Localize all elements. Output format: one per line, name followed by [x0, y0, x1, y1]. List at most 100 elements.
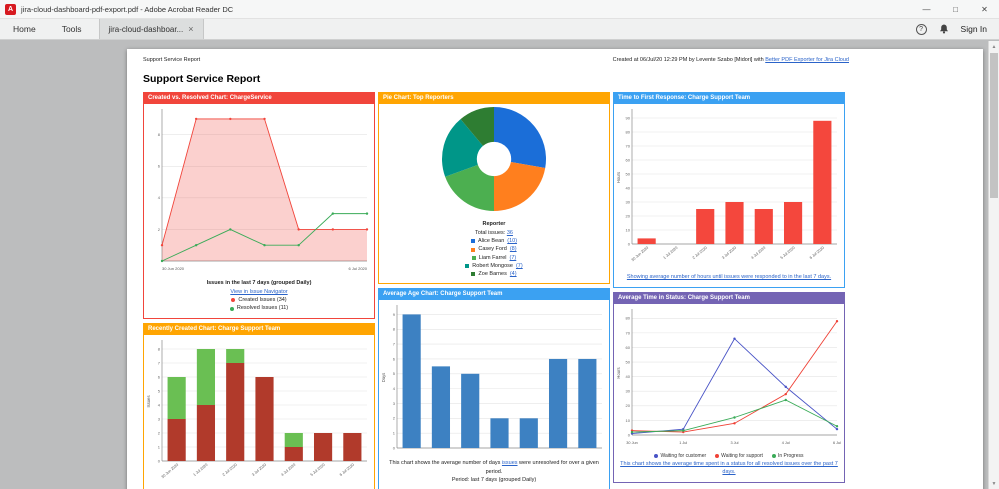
svg-text:1: 1: [158, 444, 161, 449]
column-1: Created vs. Resolved Chart: ChargeServic…: [143, 92, 375, 489]
svg-text:Hours: Hours: [616, 172, 621, 183]
reporter-count-link[interactable]: (7): [515, 262, 523, 269]
time-to-first-response-chart: 0 10 20 30 40 50 60 70 80 90 Hours 30 Jun 2020 1 Jul…: [616, 106, 842, 273]
minimize-button[interactable]: —: [922, 4, 931, 14]
svg-text:90: 90: [626, 116, 631, 121]
svg-text:20: 20: [626, 403, 631, 408]
column-2: Pie Chart: Top Reporters Reporter Total …: [378, 92, 610, 489]
running-header-right: Created at 06/Jul/20 12:29 PM by Levente…: [612, 57, 849, 63]
top-reporters-pie-chart: [381, 106, 607, 217]
resolved-issues-color-dot: [229, 306, 234, 311]
svg-text:6: 6: [393, 357, 396, 362]
svg-text:4 Jul 2020: 4 Jul 2020: [280, 462, 296, 476]
notifications-bell-icon[interactable]: [938, 23, 950, 35]
svg-text:Issues: Issues: [146, 395, 151, 407]
svg-text:40: 40: [626, 374, 631, 379]
sign-in-button[interactable]: Sign In: [960, 24, 987, 34]
acrobat-app-icon: A: [5, 3, 16, 15]
svg-text:Hours: Hours: [616, 367, 621, 378]
svg-text:3 Jul: 3 Jul: [730, 441, 738, 445]
svg-text:70: 70: [626, 144, 631, 149]
created-issues-color-dot: [231, 298, 236, 303]
scroll-up-button[interactable]: ▲: [991, 43, 997, 50]
reporter-count-link[interactable]: (4): [509, 271, 517, 278]
svg-text:6 Jul 2020: 6 Jul 2020: [349, 266, 368, 271]
legend-item-created-issues: Created Issues (34): [146, 296, 372, 304]
svg-text:6 Jul 2020: 6 Jul 2020: [339, 462, 355, 476]
vertical-scrollbar[interactable]: ▲ ▼: [988, 41, 999, 489]
svg-text:2: 2: [158, 430, 161, 435]
legend-color-swatch: [465, 264, 470, 269]
tab-bar: Home Tools jira-cloud-dashboar... × ? Si…: [0, 19, 999, 40]
svg-text:3 Jul 2020: 3 Jul 2020: [251, 462, 267, 476]
svg-text:5 Jul 2020: 5 Jul 2020: [780, 246, 796, 260]
in-progress-color-dot: [771, 453, 776, 458]
panel-header-recently-created: Recently Created Chart: Charge Support T…: [144, 323, 374, 335]
svg-text:0: 0: [393, 446, 396, 451]
document-tab-label: jira-cloud-dashboar...: [108, 24, 184, 34]
dashboard-grid: Created vs. Resolved Chart: ChargeServic…: [143, 92, 983, 489]
svg-text:5: 5: [158, 388, 161, 393]
svg-text:9: 9: [393, 312, 396, 317]
svg-text:0: 0: [158, 458, 161, 463]
status-legend: Waiting for customer Waiting for support…: [616, 453, 842, 459]
svg-text:30 Jun 2020: 30 Jun 2020: [162, 266, 185, 271]
svg-text:1: 1: [393, 431, 396, 436]
pie-legend-item: Alice Bean (10): [381, 237, 607, 245]
svg-text:20: 20: [626, 214, 631, 219]
issues-link[interactable]: issues: [501, 460, 518, 467]
svg-text:4 Jul: 4 Jul: [782, 441, 790, 445]
pie-legend-item: Casey Ford (8): [381, 245, 607, 253]
document-viewport: Support Service Report Created at 06/Jul…: [0, 41, 999, 489]
svg-text:60: 60: [626, 345, 631, 350]
tab-home[interactable]: Home: [13, 24, 36, 34]
svg-text:70: 70: [626, 330, 631, 335]
svg-text:4: 4: [158, 402, 161, 407]
close-tab-icon[interactable]: ×: [188, 24, 194, 34]
reporter-count-link[interactable]: (8): [509, 246, 517, 253]
page-title: Support Service Report: [143, 73, 261, 86]
average-age-chart: 0 1 2 3 4 5 6 7 8 9 Days: [381, 302, 607, 459]
average-time-in-status-chart: 0 10 20 30 40 50 60 70 80 Hours 30 Jun 1 Jul 3 Jul 4 …: [616, 306, 842, 451]
exporter-link[interactable]: Better PDF Exporter for Jira Cloud: [765, 57, 849, 63]
average-age-period: Period: last 7 days (grouped Daily): [451, 477, 537, 484]
tab-tools[interactable]: Tools: [61, 24, 82, 34]
svg-text:2 Jul 2020: 2 Jul 2020: [692, 246, 708, 260]
tab-document[interactable]: jira-cloud-dashboar... ×: [98, 19, 204, 39]
legend-color-swatch: [471, 247, 476, 252]
total-issues-link[interactable]: 36: [506, 229, 513, 236]
svg-text:6 Jul: 6 Jul: [833, 441, 841, 445]
column-3: Time to First Response: Charge Support T…: [613, 92, 845, 483]
created-vs-resolved-chart: 2 4 6 8 30 Jun 2020 6 Jul 2020: [146, 106, 372, 277]
first-response-caption-link[interactable]: Showing average number of hours until is…: [626, 274, 832, 281]
panel-header-time-in-status: Average Time in Status: Charge Support T…: [614, 292, 844, 304]
svg-text:50: 50: [626, 359, 631, 364]
reporter-count-link[interactable]: (7): [509, 254, 517, 261]
svg-text:2: 2: [393, 416, 396, 421]
tabbar-right-cluster: ? Sign In: [915, 19, 999, 39]
pie-legend-item: Liam Farrel (7): [381, 254, 607, 262]
svg-text:10: 10: [626, 417, 631, 422]
legend-color-swatch: [470, 239, 475, 244]
close-button[interactable]: ✕: [981, 4, 988, 14]
svg-text:8: 8: [393, 327, 396, 332]
recently-created-chart: 0 1 2 3 4 5 6 7 8 Issues 30 Jun 2020 1 Jul 2020 2 Ju…: [146, 337, 372, 489]
scroll-down-button[interactable]: ▼: [991, 480, 997, 487]
svg-text:2 Jul 2020: 2 Jul 2020: [222, 462, 238, 476]
panel-recently-created: Recently Created Chart: Charge Support T…: [143, 322, 375, 489]
svg-text:3: 3: [158, 416, 161, 421]
svg-text:40: 40: [626, 186, 631, 191]
svg-text:7: 7: [393, 342, 396, 347]
svg-text:3: 3: [393, 401, 396, 406]
pie-legend-item: Robert Mongose (7): [381, 262, 607, 270]
svg-text:80: 80: [626, 315, 631, 320]
view-in-issue-navigator-link[interactable]: View in Issue Navigator: [230, 288, 288, 295]
reporter-count-link[interactable]: (10): [507, 238, 518, 245]
scrollbar-thumb[interactable]: [990, 53, 998, 198]
maximize-button[interactable]: □: [953, 4, 958, 14]
time-in-status-caption-link[interactable]: This chart shows the average time spent …: [620, 460, 838, 476]
panel-header-first-response: Time to First Response: Charge Support T…: [614, 93, 844, 105]
legend-item-waiting-support: Waiting for support: [715, 453, 763, 459]
help-icon[interactable]: ?: [915, 23, 927, 35]
created-vs-resolved-caption: Issues in the last 7 days (grouped Daily…: [206, 280, 312, 287]
